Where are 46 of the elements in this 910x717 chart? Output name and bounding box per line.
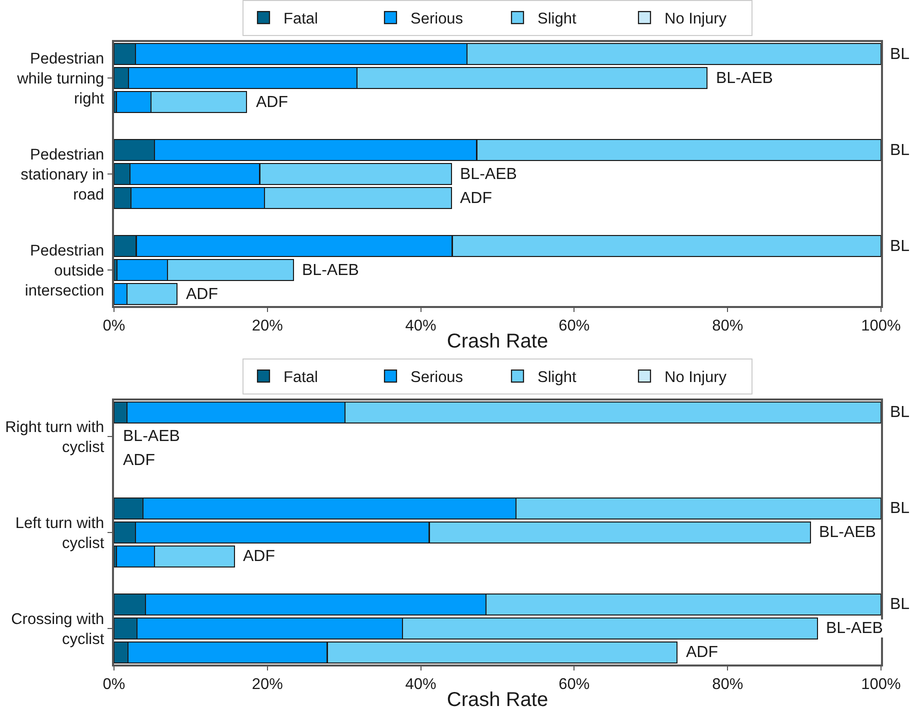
legend-label: Fatal xyxy=(284,10,318,28)
legend-label: Serious xyxy=(410,10,464,28)
legend-label: No Injury xyxy=(664,10,727,28)
legend-label: Fatal xyxy=(284,369,318,386)
y-tick-label: Pedestrian while turning right xyxy=(16,50,105,108)
data-label: BL xyxy=(890,596,910,613)
data-label: BL-AEB xyxy=(826,620,883,637)
x-tick-label: 60% xyxy=(558,317,590,334)
x-tick-label: 0% xyxy=(102,317,126,334)
data-label: ADF xyxy=(686,644,718,661)
y-tick-label: Right turn with cyclist xyxy=(5,418,105,456)
legend-label: Serious xyxy=(410,369,464,386)
legend-label: Slight xyxy=(538,10,577,28)
data-label: BL-AEB xyxy=(819,524,876,541)
x-tick-label: 40% xyxy=(405,317,437,334)
data-label: ADF xyxy=(256,94,288,111)
x-tick-label: 20% xyxy=(252,676,284,693)
data-label: ADF xyxy=(460,190,492,207)
y-tick-label: Crossing with cyclist xyxy=(11,610,105,648)
x-axis-title: Crash Rate xyxy=(446,330,548,352)
x-tick-label: 0% xyxy=(102,676,126,693)
y-tick-label: Left turn with cyclist xyxy=(15,514,105,552)
x-tick-label: 80% xyxy=(712,676,744,693)
text: ADF xyxy=(123,452,155,469)
y-tick-label: Pedestrian outside intersection xyxy=(24,242,104,300)
x-axis-title: Crash Rate xyxy=(446,688,548,711)
data-label: BL xyxy=(890,238,910,255)
legend-label: No Injury xyxy=(664,369,727,386)
x-tick-label: 80% xyxy=(712,317,744,334)
data-label: ADF xyxy=(243,548,276,565)
legend-label: Slight xyxy=(538,369,577,386)
x-tick-label: 40% xyxy=(405,676,437,693)
data-label: BL xyxy=(890,404,910,421)
x-tick-label: 100% xyxy=(861,676,902,693)
data-label: BL xyxy=(890,142,910,159)
data-label: BL-AEB xyxy=(716,70,773,87)
data-label: BL-AEB xyxy=(302,262,359,279)
data-label: ADF xyxy=(186,286,218,303)
x-tick-label: 20% xyxy=(252,317,284,334)
y-tick-label: Pedestrian stationary in road xyxy=(20,146,104,204)
data-label: BL-AEB xyxy=(460,166,517,183)
data-label: BL xyxy=(890,46,910,63)
text: BL-AEB xyxy=(123,428,180,445)
data-label: BL xyxy=(890,500,910,517)
x-tick-label: 60% xyxy=(558,676,590,693)
x-tick-label: 100% xyxy=(861,317,902,334)
